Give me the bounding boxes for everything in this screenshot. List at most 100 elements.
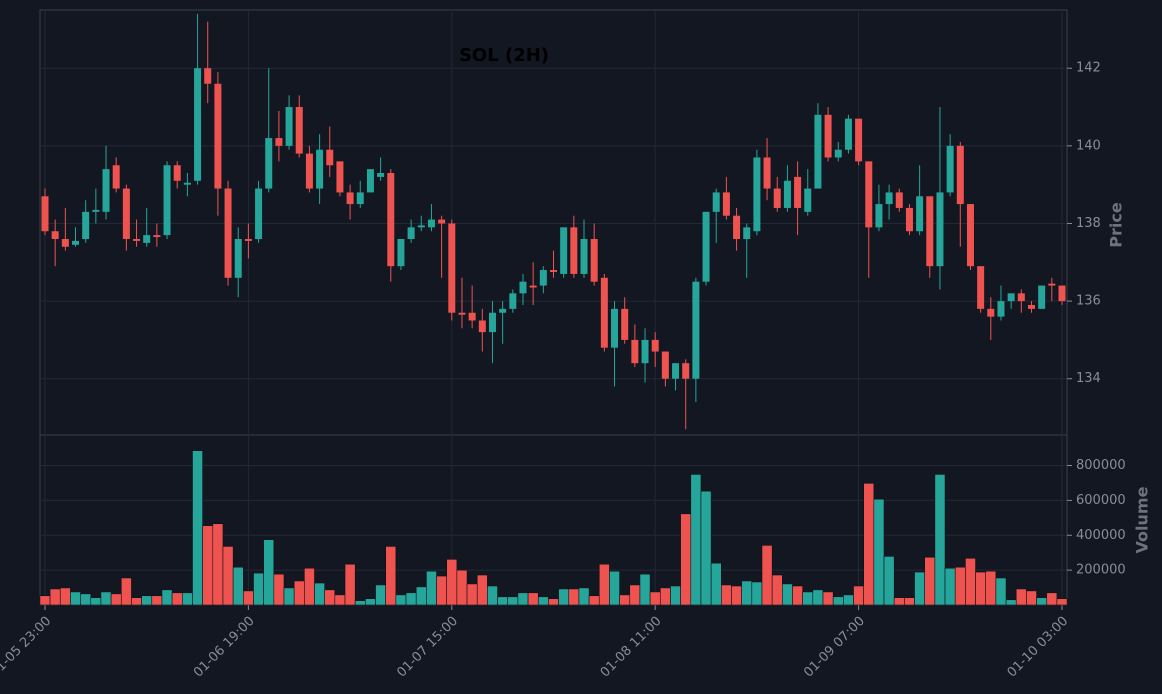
volume-bar bbox=[527, 592, 539, 606]
candle-body bbox=[1017, 293, 1025, 302]
volume-bar bbox=[659, 587, 671, 606]
candle-body bbox=[844, 118, 852, 150]
candle-body bbox=[529, 285, 537, 288]
volume-bar bbox=[405, 592, 417, 606]
volume-bar bbox=[893, 597, 905, 606]
candle-body bbox=[763, 157, 771, 189]
volume-tick-label: 200000 bbox=[1076, 563, 1126, 578]
volume-bar bbox=[314, 582, 325, 606]
volume-tick-label: 600000 bbox=[1076, 493, 1126, 508]
volume-bar bbox=[141, 595, 153, 606]
candle-body bbox=[275, 138, 283, 146]
candle-body bbox=[661, 351, 669, 379]
candle-body bbox=[224, 188, 232, 278]
volume-bar bbox=[934, 474, 946, 606]
volume-bar bbox=[324, 589, 336, 606]
volume-bar bbox=[700, 490, 712, 606]
candle-body bbox=[204, 68, 212, 84]
volume-bar bbox=[456, 569, 468, 606]
candle-body bbox=[61, 238, 69, 247]
volume-bar bbox=[761, 545, 773, 606]
candle-body bbox=[956, 145, 964, 205]
candle-body bbox=[651, 339, 659, 352]
candle-body bbox=[468, 312, 476, 321]
candle-body bbox=[946, 145, 954, 193]
candle-body bbox=[448, 223, 456, 313]
volume-bar bbox=[812, 589, 824, 606]
volume-bar bbox=[619, 594, 631, 606]
volume-bar bbox=[120, 577, 132, 606]
volume-bar bbox=[49, 588, 61, 606]
y-tick-label: 138 bbox=[1076, 216, 1101, 231]
candle-body bbox=[722, 192, 730, 216]
candle-body bbox=[305, 153, 313, 189]
candle-body bbox=[346, 192, 354, 205]
volume-bar bbox=[59, 587, 71, 606]
y-axis-label: Price bbox=[1107, 202, 1126, 248]
candle-body bbox=[234, 238, 242, 278]
volume-bar bbox=[802, 591, 814, 606]
volume-bar bbox=[751, 581, 763, 606]
volume-bar bbox=[90, 597, 102, 606]
candle-body bbox=[458, 312, 466, 315]
volume-bar bbox=[497, 596, 509, 606]
candle-body bbox=[641, 339, 649, 364]
volume-tick-label: 400000 bbox=[1076, 528, 1126, 543]
candle-body bbox=[41, 196, 49, 232]
candle-body bbox=[1058, 285, 1066, 302]
candle-body bbox=[1048, 283, 1056, 286]
volume-bar bbox=[171, 592, 183, 606]
volume-bar bbox=[1026, 590, 1037, 606]
volume-bar bbox=[558, 588, 570, 606]
volume-bar bbox=[354, 600, 366, 606]
volume-bar bbox=[181, 592, 193, 606]
volume-bar bbox=[771, 574, 783, 606]
volume-bar bbox=[924, 556, 936, 606]
volume-bar bbox=[222, 546, 234, 606]
candle-body bbox=[814, 114, 822, 189]
candle-body bbox=[936, 192, 944, 267]
volume-bar bbox=[853, 585, 864, 606]
candle-body bbox=[499, 308, 507, 313]
volume-bar bbox=[792, 585, 803, 606]
candle-body bbox=[143, 235, 151, 243]
y-tick-label: 134 bbox=[1076, 371, 1101, 386]
candle-body bbox=[834, 149, 842, 158]
candle-body bbox=[966, 204, 974, 267]
candle-body bbox=[916, 196, 924, 232]
volume-tick-label: 800000 bbox=[1076, 458, 1126, 473]
volume-bar bbox=[548, 598, 559, 606]
candle-body bbox=[153, 235, 161, 238]
candle-body bbox=[387, 173, 395, 267]
candle-body bbox=[336, 161, 344, 193]
volume-bar bbox=[904, 597, 915, 606]
volume-bar bbox=[1015, 588, 1027, 606]
candle-body bbox=[51, 231, 59, 239]
candle-body bbox=[173, 165, 181, 181]
candle-body bbox=[570, 227, 578, 274]
volume-bar bbox=[253, 572, 264, 606]
volume-bar bbox=[293, 580, 305, 606]
candle-body bbox=[1007, 293, 1015, 302]
volume-bar bbox=[873, 498, 885, 606]
volume-bar bbox=[375, 584, 386, 606]
candle-body bbox=[438, 219, 446, 224]
volume-bar bbox=[883, 556, 895, 606]
volume-bar bbox=[588, 595, 600, 606]
volume-bar bbox=[995, 577, 1007, 606]
candle-body bbox=[326, 149, 334, 166]
candle-body bbox=[407, 227, 415, 239]
candle-body bbox=[621, 308, 629, 340]
candle-body bbox=[1027, 304, 1035, 309]
candle-body bbox=[122, 188, 130, 239]
candle-body bbox=[183, 182, 191, 185]
volume-axis-label: Volume bbox=[1133, 486, 1152, 553]
volume-bar bbox=[344, 563, 356, 606]
volume-bar bbox=[263, 539, 275, 606]
candle-body bbox=[488, 312, 496, 333]
volume-bar bbox=[639, 573, 651, 606]
candle-body bbox=[102, 169, 110, 212]
volume-bar bbox=[446, 559, 458, 606]
candle-body bbox=[478, 320, 486, 333]
